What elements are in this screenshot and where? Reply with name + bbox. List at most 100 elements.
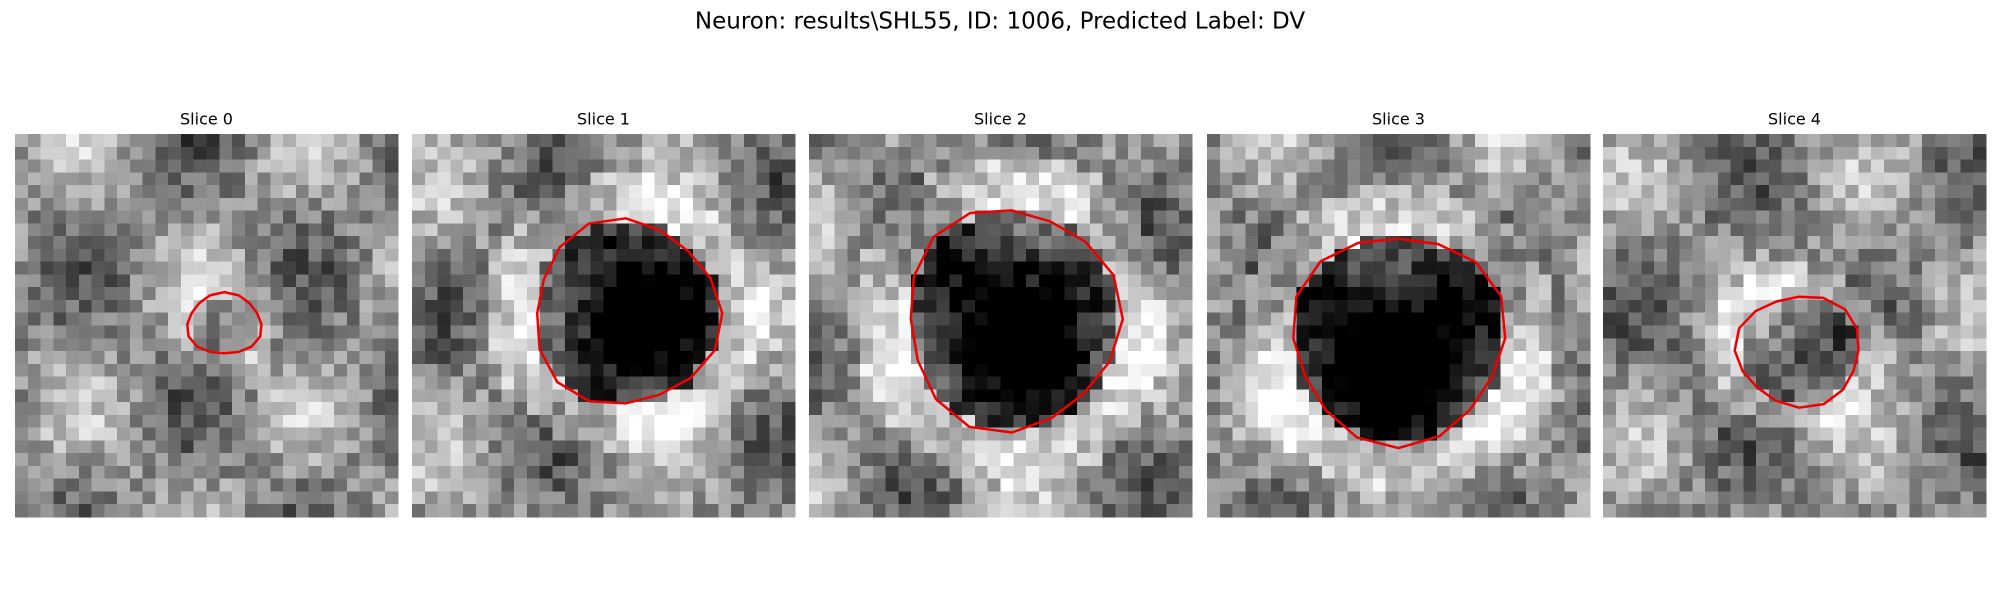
pixel xyxy=(1500,210,1514,224)
pixel xyxy=(66,478,80,493)
pixel xyxy=(1321,351,1336,365)
pixel xyxy=(1628,312,1642,327)
pixel xyxy=(1372,134,1387,148)
pixel xyxy=(718,287,732,301)
pixel xyxy=(667,248,681,263)
pixel xyxy=(1000,261,1014,276)
pixel xyxy=(1089,351,1104,365)
pixel xyxy=(1321,134,1336,148)
pixel xyxy=(412,146,426,161)
pixel xyxy=(1207,402,1221,416)
pixel xyxy=(1232,146,1246,161)
pixel xyxy=(1730,491,1745,505)
pixel xyxy=(974,223,989,237)
pixel xyxy=(577,440,592,454)
pixel xyxy=(514,363,528,378)
pixel xyxy=(334,299,348,314)
pixel xyxy=(539,236,554,250)
pixel xyxy=(475,440,490,454)
pixel xyxy=(257,274,271,288)
pixel xyxy=(27,414,42,429)
pixel xyxy=(1283,478,1297,493)
pixel xyxy=(1232,453,1246,467)
pixel xyxy=(1077,478,1091,493)
pixel xyxy=(885,325,899,339)
pixel xyxy=(1153,248,1168,263)
pixel xyxy=(847,427,861,441)
pixel xyxy=(232,146,246,161)
pixel xyxy=(1424,146,1438,161)
pixel xyxy=(743,134,758,148)
pixel xyxy=(1756,172,1770,186)
pixel xyxy=(577,185,592,199)
pixel xyxy=(463,389,477,403)
pixel xyxy=(155,261,169,276)
pixel xyxy=(1038,465,1053,480)
pixel xyxy=(962,159,976,173)
pixel xyxy=(257,465,271,480)
pixel xyxy=(372,134,386,148)
pixel xyxy=(1026,299,1040,314)
pixel xyxy=(821,389,836,403)
pixel xyxy=(629,261,643,276)
pixel xyxy=(91,223,105,237)
pixel xyxy=(193,248,208,263)
pixel xyxy=(1077,491,1091,505)
pixel xyxy=(1424,134,1438,148)
pixel xyxy=(1807,299,1821,314)
pixel xyxy=(1973,465,1987,480)
pixel xyxy=(1424,504,1438,518)
pixel xyxy=(295,236,310,250)
pixel xyxy=(155,504,169,518)
pixel xyxy=(488,299,502,314)
pixel xyxy=(1666,453,1681,467)
pixel xyxy=(1883,338,1898,352)
pixel xyxy=(847,236,861,250)
pixel xyxy=(526,172,541,186)
pixel xyxy=(731,389,745,403)
pixel xyxy=(1692,402,1706,416)
pixel xyxy=(1538,440,1553,454)
pixel xyxy=(911,427,925,441)
pixel xyxy=(385,287,399,301)
pixel xyxy=(1166,146,1180,161)
pixel xyxy=(1153,274,1168,288)
pixel xyxy=(1000,325,1014,339)
pixel xyxy=(680,376,694,390)
pixel xyxy=(923,351,938,365)
pixel xyxy=(40,504,54,518)
pixel xyxy=(923,504,938,518)
pixel xyxy=(552,504,566,518)
pixel xyxy=(872,504,887,518)
pixel xyxy=(1615,172,1630,186)
pixel xyxy=(193,478,208,493)
pixel xyxy=(1615,287,1630,301)
pixel xyxy=(1128,172,1142,186)
pixel xyxy=(1973,504,1987,518)
pixel xyxy=(1756,414,1770,429)
pixel xyxy=(1654,504,1668,518)
pixel xyxy=(1832,261,1847,276)
pixel xyxy=(577,210,592,224)
pixel xyxy=(180,299,195,314)
pixel xyxy=(372,504,386,518)
pixel xyxy=(1089,287,1104,301)
pixel xyxy=(1089,440,1104,454)
pixel xyxy=(769,453,783,467)
pixel xyxy=(872,287,887,301)
pixel xyxy=(1436,159,1451,173)
pixel xyxy=(987,287,1002,301)
pixel xyxy=(809,440,823,454)
pixel xyxy=(270,351,284,365)
pixel xyxy=(539,248,554,263)
pixel xyxy=(1436,274,1451,288)
pixel xyxy=(1385,478,1400,493)
pixel xyxy=(1153,210,1168,224)
pixel xyxy=(91,453,105,467)
pixel xyxy=(590,299,605,314)
pixel xyxy=(1089,134,1104,148)
pixel xyxy=(1794,159,1808,173)
pixel xyxy=(526,146,541,161)
pixel xyxy=(488,223,502,237)
pixel xyxy=(1153,414,1168,429)
